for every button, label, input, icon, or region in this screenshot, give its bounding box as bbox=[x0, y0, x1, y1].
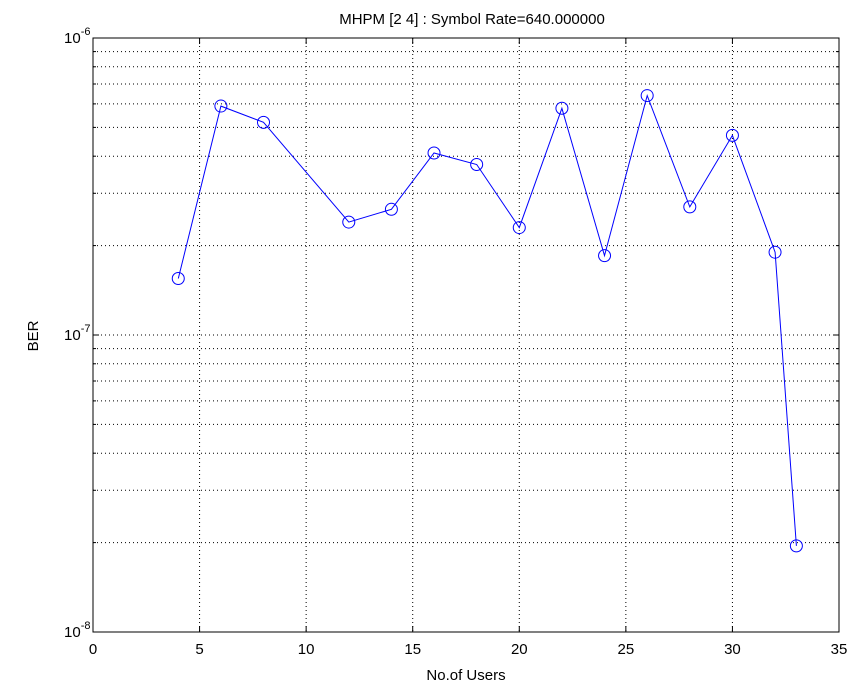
x-tick-label: 20 bbox=[511, 641, 528, 658]
x-axis-label: No.of Users bbox=[426, 667, 505, 684]
data-point bbox=[171, 271, 185, 285]
chart-title: MHPM [2 4] : Symbol Rate=640.000000 bbox=[339, 11, 605, 28]
data-point bbox=[384, 202, 398, 216]
x-tick-label: 10 bbox=[298, 641, 315, 658]
x-tick-label: 5 bbox=[195, 641, 203, 658]
series-line bbox=[177, 93, 797, 546]
x-tick-label: 15 bbox=[404, 641, 421, 658]
data-point bbox=[683, 200, 697, 214]
y-tick-label: 10-8 bbox=[64, 620, 90, 641]
y-axis-label: BER bbox=[25, 320, 42, 351]
data-point bbox=[598, 249, 612, 263]
data-point bbox=[725, 128, 739, 142]
series-layer bbox=[171, 89, 803, 553]
grid bbox=[93, 38, 839, 632]
data-point bbox=[555, 101, 569, 115]
x-tick-label: 25 bbox=[618, 641, 635, 658]
x-tick-label: 30 bbox=[724, 641, 741, 658]
x-tick-label: 0 bbox=[89, 641, 97, 658]
data-point bbox=[768, 245, 782, 259]
x-tick-label: 35 bbox=[831, 641, 848, 658]
data-point bbox=[257, 115, 271, 129]
data-point bbox=[640, 89, 654, 103]
data-point bbox=[512, 221, 526, 235]
data-point bbox=[789, 539, 803, 553]
data-point bbox=[427, 146, 441, 160]
data-point bbox=[470, 158, 484, 172]
y-tick-label: 10-7 bbox=[64, 323, 90, 344]
y-tick-label: 10-6 bbox=[64, 26, 90, 47]
ticks: 0 5 10 15 20 25 30 35 10-8 10-7 10-6 bbox=[64, 26, 847, 658]
data-point bbox=[214, 99, 228, 113]
data-point bbox=[342, 215, 356, 229]
